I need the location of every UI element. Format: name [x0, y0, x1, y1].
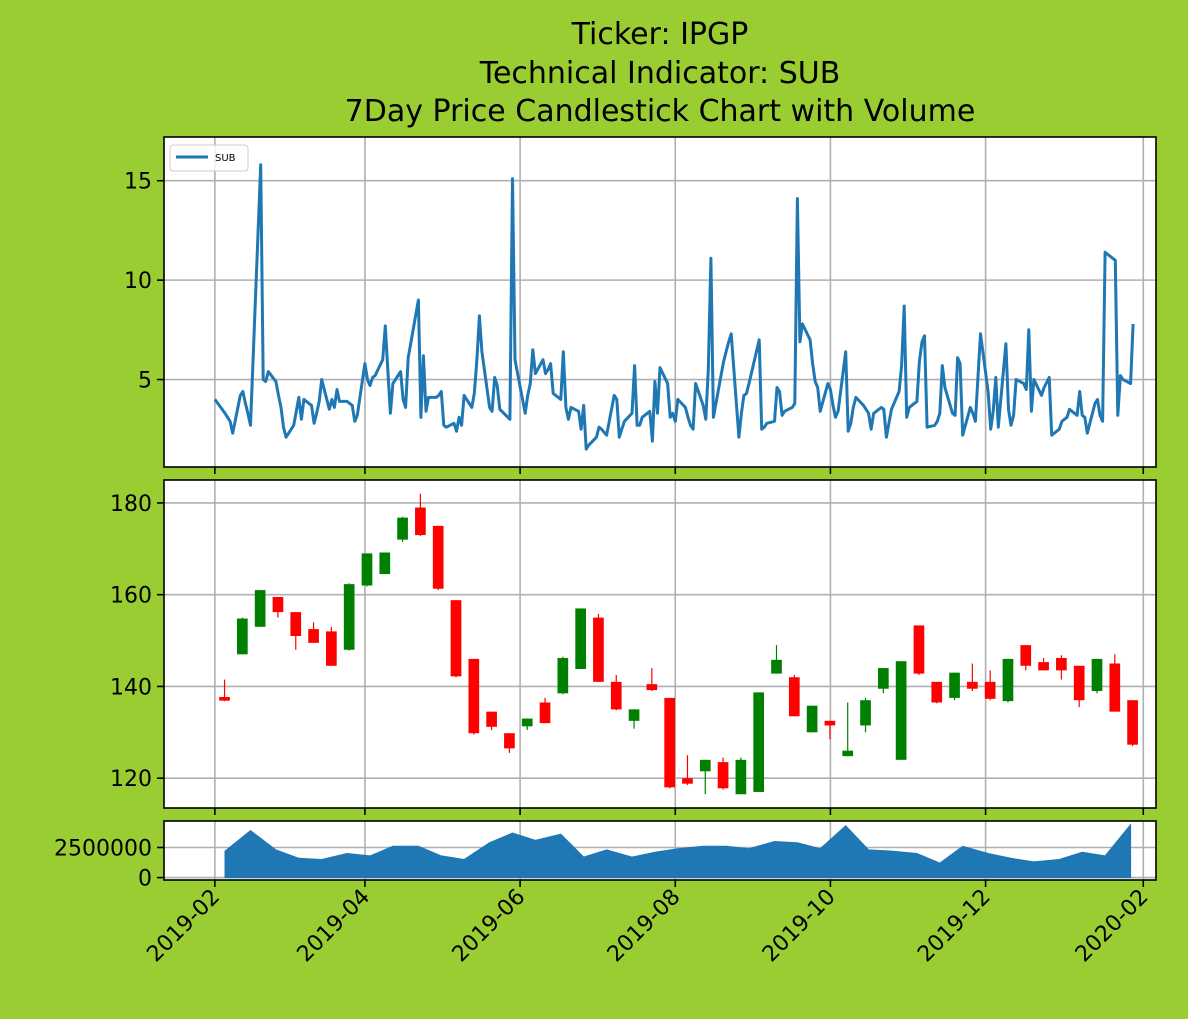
candle-body-down [1020, 645, 1032, 666]
candle-body-down [913, 625, 925, 674]
candle-body-up [397, 517, 408, 540]
candle-body-down [593, 617, 604, 682]
candle-body-up [877, 668, 889, 689]
x-tick-label: 2019-06 [448, 885, 531, 968]
candle-body-up [735, 759, 747, 795]
candle-body-up [842, 750, 854, 757]
title-line-3: 7Day Price Candlestick Chart with Volume [345, 94, 976, 129]
price-panel: 120 140 160 180 [110, 479, 1157, 815]
candle-body-down [1109, 663, 1121, 712]
candle-body-up [699, 759, 711, 772]
x-tick-label: 2020-02 [1071, 885, 1154, 968]
candle-body-down [931, 681, 943, 703]
candle-body-up [1002, 658, 1014, 702]
candle-body-up [771, 659, 782, 674]
candle-body-up [521, 718, 533, 727]
candle-body-up [895, 661, 907, 760]
price-y-tick-label: 140 [110, 675, 152, 700]
candle-body-down [682, 778, 693, 784]
chart-title: Ticker: IPGP Technical Indicator: SUB 7D… [345, 17, 976, 129]
title-line-1: Ticker: IPGP [571, 17, 749, 52]
candle-body-down [272, 596, 284, 613]
x-tick-label: 2019-04 [293, 885, 376, 968]
candle-body-down [646, 684, 658, 691]
candle-body-up [860, 700, 871, 726]
candle-body-up [379, 552, 391, 575]
candle-body-down [326, 631, 337, 666]
price-frame [163, 479, 1157, 809]
price-y-tick-label: 160 [110, 584, 152, 609]
indicator-y-tick-label: 5 [138, 369, 152, 394]
candle-body-up [753, 692, 765, 792]
candle-body-up [557, 657, 569, 694]
candle-body-down [1038, 662, 1049, 671]
indicator-frame [163, 136, 1157, 468]
price-y-tick-label: 180 [110, 492, 152, 517]
indicator-y-tick-label: 10 [124, 269, 152, 294]
candle-body-up [628, 709, 640, 721]
candle-body-down [824, 720, 836, 726]
candle-body-down [432, 525, 444, 589]
candle-body-down [290, 612, 302, 636]
x-tick-label: 2019-08 [603, 885, 686, 968]
sub-series-line [213, 163, 1135, 451]
candle-body-down [967, 681, 978, 689]
candle-body-up [1091, 658, 1103, 692]
candle-body-down [308, 629, 319, 643]
price-plot-area [164, 480, 1156, 808]
candle-body-down [486, 711, 497, 727]
candle-body-down [539, 702, 551, 724]
candle-body-down [1073, 665, 1085, 701]
candle-body-down [1127, 700, 1138, 745]
candle-body-down [1056, 657, 1067, 671]
candle-body-down [415, 507, 426, 536]
candle-body-up [361, 553, 373, 586]
x-tick-label: 2019-02 [142, 885, 225, 968]
volume-y-tick-label: 2500000 [54, 836, 152, 861]
legend-frame [169, 144, 249, 172]
candle-body-down [717, 762, 729, 789]
volume-panel: 0 2500000 2019-02 2019-04 2019-06 2019-08 2019… [54, 820, 1157, 968]
candle-body-down [468, 658, 480, 734]
volume-frame [163, 820, 1157, 881]
candle-body-up [254, 590, 266, 627]
title-line-2: Technical Indicator: SUB [479, 56, 841, 91]
legend-label: SUB [215, 153, 236, 164]
candle-body-up [343, 584, 355, 650]
indicator-panel: 5 10 15 [124, 136, 1157, 474]
candle-body-down [984, 681, 996, 699]
candle-body-down [664, 697, 676, 788]
candle-body-down [219, 696, 230, 701]
x-tick-label: 2019-10 [758, 885, 841, 968]
price-y-tick-label: 120 [110, 767, 152, 792]
volume-area [224, 823, 1132, 879]
candle-body-up [949, 672, 960, 698]
candle-body-down [788, 677, 800, 717]
candle-body-down [450, 600, 462, 677]
candle-body-down [504, 733, 515, 749]
candle-body-up [237, 618, 248, 655]
indicator-y-tick-label: 15 [124, 170, 152, 195]
volume-y-tick-label: 0 [138, 867, 152, 892]
candle-body-up [806, 705, 818, 733]
candle-body-down [610, 681, 622, 710]
candle-body-up [575, 608, 586, 670]
legend: SUB [169, 144, 249, 172]
x-tick-label: 2019-12 [913, 885, 996, 968]
